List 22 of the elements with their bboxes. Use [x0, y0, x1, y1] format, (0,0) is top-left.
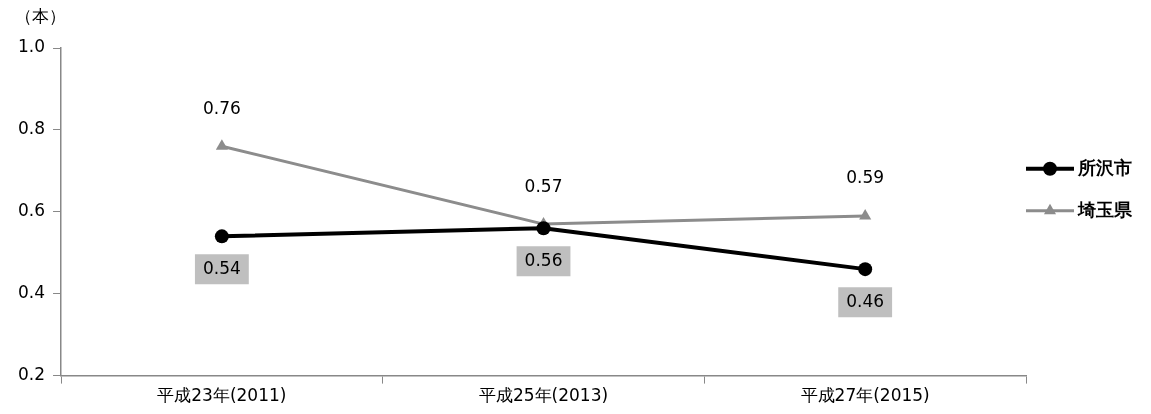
- legend-label: 所沢市: [1077, 157, 1132, 179]
- y-tick-label: 0.8: [17, 118, 46, 139]
- x-tick-label: 平成25年(2013): [478, 385, 609, 406]
- point: [536, 221, 551, 236]
- y-axis-title: （本）: [14, 6, 66, 27]
- data-label: 0.54: [202, 257, 241, 278]
- y-tick-label: 0.4: [17, 282, 46, 303]
- data-label: 0.57: [524, 175, 563, 196]
- point: [215, 139, 228, 150]
- data-label: 0.56: [524, 249, 563, 270]
- y-tick-label: 1.0: [17, 36, 46, 57]
- point: [214, 229, 229, 244]
- data-label: 0.59: [846, 167, 885, 188]
- x-tick-label: 平成27年(2015): [800, 385, 930, 406]
- legend-label: 埼玉県: [1077, 199, 1133, 221]
- y-tick-label: 0.2: [17, 364, 46, 385]
- x-tick-label: 平成23年(2011): [157, 385, 287, 406]
- data-label: 0.46: [846, 290, 885, 311]
- point: [858, 262, 873, 277]
- data-label: 0.76: [202, 97, 241, 118]
- y-tick-label: 0.6: [17, 200, 46, 221]
- point: [859, 208, 872, 220]
